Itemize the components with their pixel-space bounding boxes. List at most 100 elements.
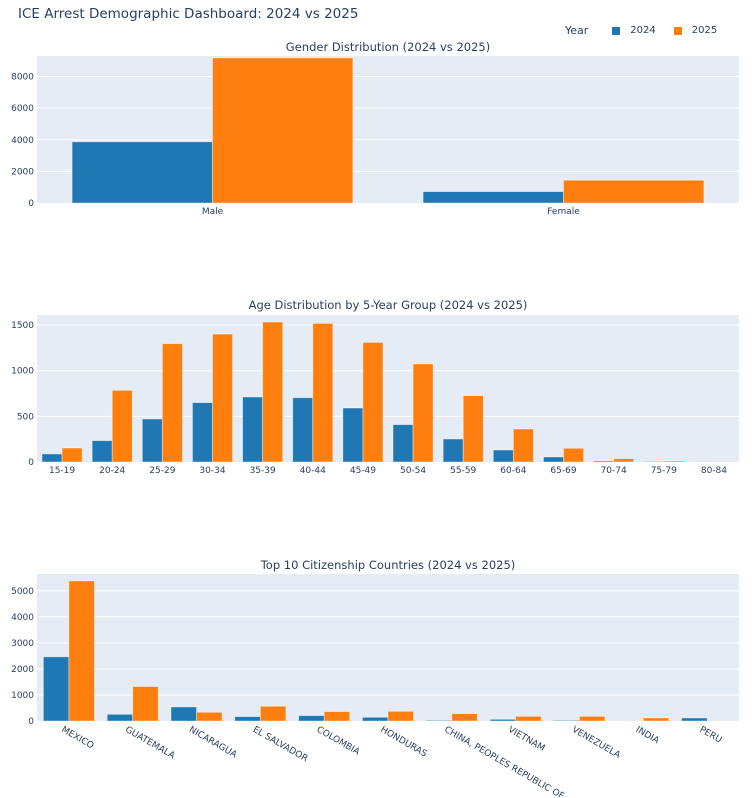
chart-2-xtick-label: 25-29 (149, 466, 175, 476)
chart-2-bar-2025 (61, 447, 83, 463)
chart-2-bar-2025 (212, 333, 233, 463)
legend-swatch-2024 (612, 26, 621, 35)
chart-3-xtick-label: HONDURAS (379, 725, 429, 760)
chart-2-bar-2025 (563, 447, 584, 463)
chart-2-ytick-label: 1000 (11, 367, 34, 377)
chart-1-bar-2025 (212, 57, 354, 204)
chart-2-bar-2024 (342, 407, 364, 463)
chart-3-bar-2024 (489, 718, 517, 722)
chart-2-xtick-label: 15-19 (49, 466, 75, 476)
chart-2-bar-2024 (442, 438, 464, 463)
chart-1-title: Gender Distribution (2024 vs 2025) (286, 40, 490, 54)
chart-2-xtick-label: 45-49 (350, 466, 376, 476)
chart-2-bar-2025 (412, 363, 434, 463)
chart-1-ytick-label: 6000 (11, 104, 34, 114)
chart-2-ytick-label: 500 (17, 412, 34, 422)
chart-3-ytick-label: 1000 (11, 691, 34, 701)
chart-2-bar-2025 (512, 428, 534, 463)
chart-3-bar-2025 (196, 711, 223, 722)
chart-3-bar-2024 (362, 716, 389, 722)
chart-2-bar-2025 (262, 321, 284, 463)
chart-3-bar-2024 (425, 719, 453, 722)
chart-3-bar-2025 (387, 710, 414, 722)
chart-1-bar-2024 (422, 191, 564, 204)
chart-3-xtick-label: CHINA, PEOPLES REPUBLIC OF (442, 725, 565, 798)
chart-3-ytick-label: 5000 (11, 587, 34, 597)
chart-2-xtick-label: 40-44 (300, 466, 326, 476)
chart-2-xtick-label: 60-64 (500, 466, 526, 476)
chart-3-bar-2024 (298, 715, 325, 722)
chart-3-title: Top 10 Citizenship Countries (2024 vs 20… (260, 558, 516, 572)
chart-3-xtick-label: EL SALVADOR (251, 725, 309, 764)
chart-3-bar-2025 (132, 686, 159, 722)
chart-2-bar-2024 (543, 456, 564, 463)
chart-3-bar-2025 (68, 580, 95, 722)
chart-2-xtick-label: 50-54 (400, 466, 426, 476)
chart-1-xtick-label: Male (202, 207, 224, 217)
chart-2-bar-2024 (292, 397, 314, 463)
chart-1-ytick-label: 8000 (11, 73, 34, 83)
chart-1-ytick-label: 2000 (11, 167, 34, 177)
chart-2-ytick-label: 0 (28, 458, 34, 468)
chart-3-bar-2024 (553, 719, 580, 722)
chart-2-bar-2024 (192, 402, 213, 463)
chart-2-bar-2024 (392, 424, 414, 463)
chart-3-xtick-label: GUATEMALA (123, 725, 177, 762)
chart-2-bar-2025 (362, 341, 384, 463)
chart-2-bar-2025 (111, 389, 133, 463)
chart-2-bar-2025 (312, 322, 334, 463)
chart-3-bar-2025 (323, 711, 351, 722)
chart-2-xtick-label: 70-74 (601, 466, 627, 476)
chart-2-bar-2025 (462, 395, 484, 463)
legend-label-2024: 2024 (630, 25, 656, 36)
chart-2-xtick-label: 65-69 (550, 466, 576, 476)
legend-item-2024[interactable]: 2024 (612, 25, 656, 36)
chart-3-bar-2024 (234, 716, 261, 722)
chart-3-xtick-label: PERU (698, 725, 724, 746)
chart-1-xtick-label: Female (547, 207, 580, 217)
chart-3-bar-2025 (515, 715, 542, 722)
chart-1-ytick-label: 0 (28, 199, 34, 209)
chart-3-bar-2025 (579, 715, 606, 722)
chart-2-xtick-label: 80-84 (701, 466, 727, 476)
chart-3-bar-2025 (642, 717, 670, 722)
chart-3-bar-2024 (106, 713, 134, 722)
chart-3-xtick-label: MEXICO (59, 725, 95, 751)
chart-2-xtick-label: 55-59 (450, 466, 476, 476)
chart-3-ytick-label: 3000 (11, 639, 34, 649)
chart-3-ytick-label: 0 (28, 717, 34, 727)
chart-2-bar-2024 (492, 449, 514, 463)
chart-3-xtick-label: NICARAGUA (187, 725, 239, 761)
legend: Year 2024 2025 (565, 24, 735, 37)
chart-2-xtick-label: 35-39 (250, 466, 276, 476)
chart-3-bar-2025 (259, 705, 287, 722)
chart-3-xtick-label: VENEZUELA (570, 725, 623, 761)
chart-2-bar-2024 (242, 396, 264, 463)
chart-2-bar-2024 (593, 460, 615, 463)
chart-2-xtick-label: 75-79 (651, 466, 677, 476)
legend-swatch-2025 (673, 26, 682, 35)
chart-2-bar-2025 (613, 458, 635, 463)
chart-3-bar-2025 (451, 713, 478, 722)
legend-item-2025[interactable]: 2025 (673, 25, 718, 36)
legend-label-2025: 2025 (691, 25, 718, 36)
chart-3-ytick-label: 4000 (11, 613, 34, 623)
chart-2-bar-2025 (663, 460, 685, 463)
chart-3-xtick-label: VIETNAM (506, 725, 546, 754)
chart-2-bar-2024 (41, 453, 63, 463)
chart-1-bar-2025 (563, 179, 705, 204)
chart-1-ytick-label: 4000 (11, 136, 34, 146)
chart-3-xtick-label: INDIA (634, 725, 661, 747)
dashboard-title: ICE Arrest Demographic Dashboard: 2024 v… (18, 6, 359, 22)
chart-2-ytick-label: 1500 (11, 321, 34, 331)
chart-3-bar-2024 (170, 706, 197, 722)
chart-2-bar-2024 (141, 418, 163, 463)
chart-2-xtick-label: 30-34 (199, 466, 225, 476)
chart-2-bar-2024 (91, 440, 113, 463)
chart-1-bar-2024 (71, 141, 213, 204)
chart-2-title: Age Distribution by 5-Year Group (2024 v… (249, 298, 528, 312)
chart-2-bar-2025 (161, 343, 183, 463)
chart-3-xtick-label: COLOMBIA (315, 725, 362, 758)
chart-3-ytick-label: 2000 (11, 665, 34, 675)
